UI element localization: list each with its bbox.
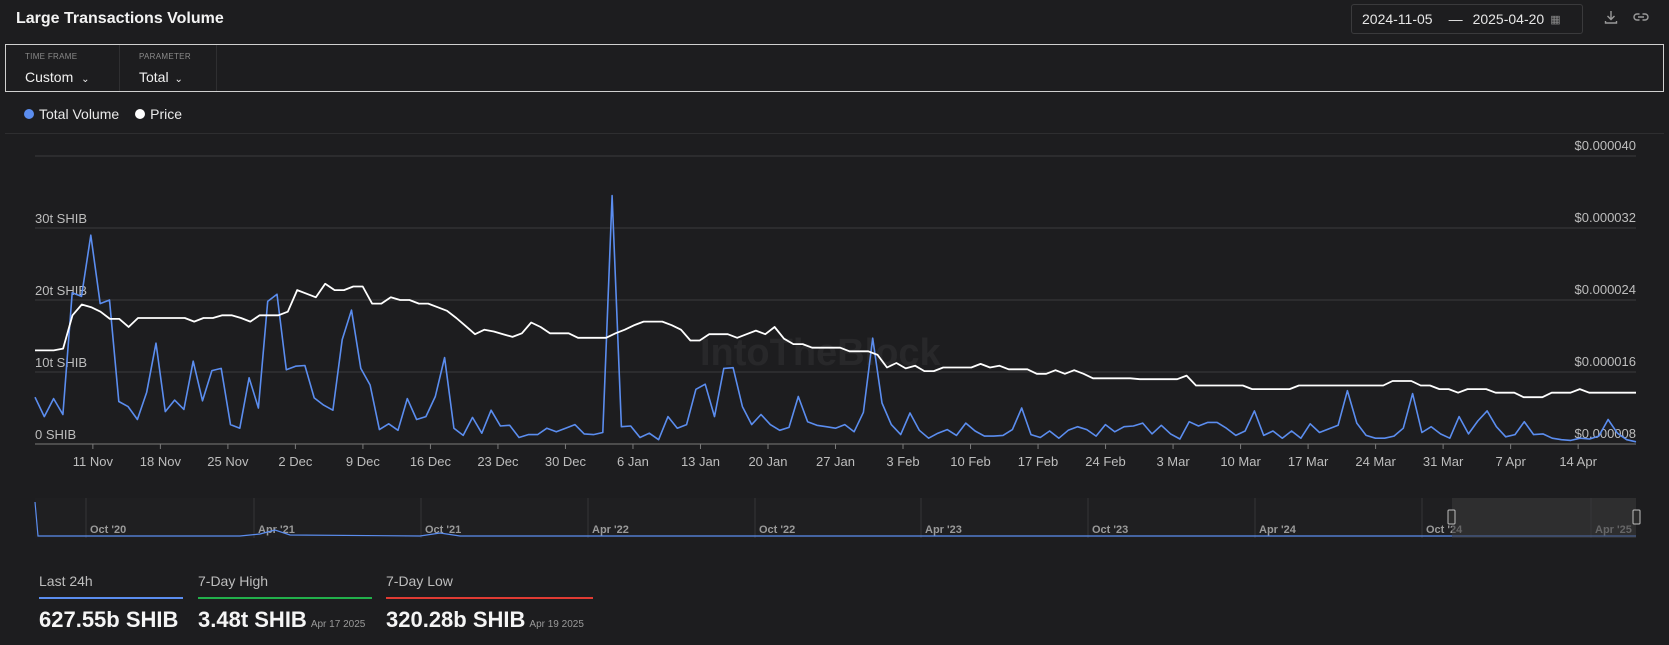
stat-bar bbox=[39, 597, 183, 599]
x-axis-tick-label: 24 Feb bbox=[1085, 454, 1125, 469]
navigator-track bbox=[35, 498, 1636, 538]
stat-value: 320.28b SHIB bbox=[386, 607, 526, 632]
right-axis-tick-label: $0.000040 bbox=[1575, 138, 1636, 153]
timeframe-label: TIME FRAME bbox=[25, 52, 78, 61]
x-axis-tick-label: 7 Apr bbox=[1495, 454, 1526, 469]
legend-label: Total Volume bbox=[39, 106, 120, 122]
navigator-label: Oct '23 bbox=[1092, 524, 1128, 536]
calendar-icon[interactable]: ▦ bbox=[1550, 13, 1561, 26]
navigator-label: Oct '21 bbox=[425, 524, 461, 536]
right-axis-tick-label: $0.000032 bbox=[1575, 210, 1636, 225]
stat-bar bbox=[198, 597, 372, 599]
right-axis-tick-label: $0.000016 bbox=[1575, 354, 1636, 369]
x-axis-tick-label: 11 Nov bbox=[73, 454, 114, 469]
navigator-label: Oct '20 bbox=[90, 524, 126, 536]
x-axis-tick-label: 2 Dec bbox=[278, 454, 312, 469]
left-axis-tick-label: 10t SHIB bbox=[35, 355, 87, 370]
x-axis-tick-label: 25 Nov bbox=[207, 454, 249, 469]
parameter-label: PARAMETER bbox=[139, 52, 191, 61]
series-line-total-volume bbox=[34, 194, 1637, 443]
right-axis-tick-label: $0.000024 bbox=[1575, 282, 1636, 297]
stat-last-24h: Last 24h 627.55b SHIB bbox=[39, 573, 183, 633]
navigator-label: Apr '23 bbox=[925, 524, 962, 536]
chart-legend: Total Volume Price bbox=[24, 106, 198, 122]
x-axis-tick-label: 17 Mar bbox=[1288, 454, 1329, 469]
x-axis-tick-label: 6 Jan bbox=[617, 454, 649, 469]
x-axis-ticks: 11 Nov 18 Nov 25 Nov 2 Dec 9 Dec 16 Dec 23 Dec… bbox=[73, 444, 1598, 469]
x-axis-tick-label: 18 Nov bbox=[140, 454, 182, 469]
x-axis-tick-label: 10 Mar bbox=[1220, 454, 1261, 469]
parameter-value: Total bbox=[139, 69, 169, 85]
series-line-price bbox=[35, 282, 1636, 399]
stat-7day-low: 7-Day Low 320.28b SHIB Apr 19 2025 bbox=[386, 573, 593, 633]
navigator-handle-left[interactable] bbox=[1447, 509, 1456, 525]
legend-item-price[interactable]: Price bbox=[135, 106, 182, 122]
download-icon[interactable] bbox=[1601, 9, 1621, 29]
legend-label: Price bbox=[150, 106, 183, 122]
x-axis-tick-label: 27 Jan bbox=[816, 454, 855, 469]
x-axis-tick-label: 3 Mar bbox=[1156, 454, 1190, 469]
legend-item-total-volume[interactable]: Total Volume bbox=[24, 106, 119, 122]
x-axis-tick-label: 23 Dec bbox=[477, 454, 519, 469]
x-axis-tick-label: 30 Dec bbox=[545, 454, 587, 469]
navigator-label: Oct '22 bbox=[759, 524, 795, 536]
chevron-down-icon: ⌄ bbox=[174, 74, 183, 85]
x-axis-tick-label: 9 Dec bbox=[346, 454, 380, 469]
x-axis-tick-label: 17 Feb bbox=[1018, 454, 1058, 469]
stat-value: 627.55b SHIB bbox=[39, 607, 179, 632]
stat-label: Last 24h bbox=[39, 573, 93, 589]
timeframe-value-wrap[interactable]: Custom ⌄ bbox=[25, 69, 90, 85]
series-group bbox=[34, 194, 1637, 443]
left-axis-tick-label: 30t SHIB bbox=[35, 211, 87, 226]
x-axis-tick-label: 31 Mar bbox=[1423, 454, 1464, 469]
navigator-handle-right[interactable] bbox=[1632, 509, 1641, 525]
date-separator: — bbox=[1448, 11, 1463, 27]
page-title: Large Transactions Volume bbox=[16, 10, 224, 27]
right-axis-tick-label: $0.000008 bbox=[1575, 426, 1636, 441]
divider bbox=[5, 133, 1664, 134]
stat-7day-high: 7-Day High 3.48t SHIB Apr 17 2025 bbox=[198, 573, 372, 633]
grid-lines bbox=[35, 155, 1636, 445]
navigator-selection bbox=[1452, 498, 1636, 538]
parameter-dropdown[interactable]: PARAMETER Total ⌄ bbox=[120, 45, 217, 91]
timeframe-value: Custom bbox=[25, 69, 74, 85]
stat-label: 7-Day High bbox=[198, 573, 269, 589]
navigator-label: Apr '22 bbox=[592, 524, 629, 536]
x-axis-tick-label: 14 Apr bbox=[1559, 454, 1597, 469]
timeframe-dropdown[interactable]: TIME FRAME Custom ⌄ bbox=[6, 45, 120, 91]
legend-dot bbox=[24, 109, 34, 119]
right-axis-ticks: $0.000008 $0.000016 $0.000024 $0.000032 $0.0… bbox=[1575, 138, 1636, 441]
date-range-picker[interactable]: 2024-11-05 — 2025-04-20 ▦ bbox=[1351, 4, 1583, 34]
left-axis-tick-label: 0 SHIB bbox=[35, 427, 76, 442]
parameter-value-wrap[interactable]: Total ⌄ bbox=[139, 69, 183, 85]
stat-bar bbox=[386, 597, 593, 599]
navigator-series bbox=[34, 501, 1636, 537]
stat-label: 7-Day Low bbox=[386, 573, 453, 589]
legend-dot bbox=[135, 109, 146, 119]
x-axis-tick-label: 3 Feb bbox=[886, 454, 919, 469]
x-axis-tick-label: 10 Feb bbox=[950, 454, 990, 469]
x-axis-tick-label: 16 Dec bbox=[410, 454, 452, 469]
x-axis-tick-label: 24 Mar bbox=[1355, 454, 1396, 469]
x-axis-tick-label: 20 Jan bbox=[748, 454, 787, 469]
chevron-down-icon: ⌄ bbox=[81, 74, 90, 85]
x-axis-tick-label: 13 Jan bbox=[681, 454, 720, 469]
link-icon[interactable] bbox=[1631, 9, 1651, 29]
date-to[interactable]: 2025-04-20 bbox=[1472, 11, 1545, 27]
watermark: IntoTheBlock bbox=[700, 332, 942, 374]
range-navigator[interactable]: Oct '20 Apr '21 Oct '21 Apr '22 Oct '22 Apr '… bbox=[0, 490, 1669, 570]
filter-bar: TIME FRAME Custom ⌄ PARAMETER Total ⌄ bbox=[5, 44, 1664, 92]
date-from[interactable]: 2024-11-05 bbox=[1362, 11, 1433, 27]
stat-date: Apr 17 2025 bbox=[310, 619, 366, 630]
stat-date: Apr 19 2025 bbox=[529, 619, 584, 630]
stat-value: 3.48t SHIB bbox=[198, 607, 307, 632]
navigator-label: Apr '24 bbox=[1259, 524, 1297, 536]
